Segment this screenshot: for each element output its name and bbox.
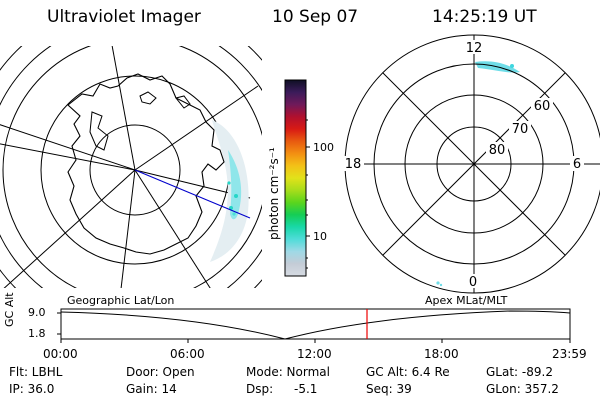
mlat-label-70: 70 [512, 122, 529, 137]
observation-date: 10 Sep 07 [272, 7, 359, 27]
x-tick-0600: 06:00 [170, 347, 205, 361]
status-door: Door: Open [126, 365, 195, 379]
geo-meridian [120, 169, 136, 288]
status-glat: GLat: -89.2 [486, 365, 553, 379]
mlt-label-6: 6 [573, 157, 581, 172]
colorbar-tick-100: 100 [313, 141, 334, 154]
colorbar: 100 10 photon cm⁻²s⁻¹ [267, 79, 334, 277]
colorbar-tick-10: 10 [313, 230, 327, 243]
x-tick-1800: 18:00 [424, 347, 459, 361]
mlt-label-0: 0 [469, 275, 477, 290]
aurora-emission-geo [210, 120, 249, 262]
status-ip: IP: 36.0 [9, 382, 55, 396]
geographic-title: Geographic Lat/Lon [67, 294, 175, 307]
mlt-label-18: 18 [345, 157, 362, 172]
mlt-label-12: 12 [466, 41, 483, 56]
timeline-frame [60, 308, 571, 340]
gc-altitude-curve [60, 310, 571, 340]
mlat-label-80: 80 [489, 143, 506, 158]
geo-meridian [134, 85, 259, 171]
coastline [67, 73, 225, 255]
status-glon: GLon: 357.2 [486, 382, 559, 396]
instrument-title: Ultraviolet Imager [47, 7, 201, 27]
orbit-track [134, 169, 251, 219]
altitude-timeline [57, 308, 571, 343]
magnetic-polar-dial: 12 18 6 0 60 70 80 [342, 34, 600, 294]
status-seq: Seq: 39 [366, 382, 412, 396]
x-tick-2359: 23:59 [552, 347, 587, 361]
geo-meridian [134, 169, 211, 288]
apex-title: Apex MLat/MLT [425, 294, 508, 307]
status-dsp-value: -5.1 [294, 382, 318, 396]
status-gc-alt: GC Alt: 6.4 Re [366, 365, 450, 379]
geo-lat-circle [2, 46, 262, 288]
geo-lat-circle [89, 124, 181, 216]
colorbar-scale [284, 79, 307, 277]
y-tick-1-8: 1.8 [28, 327, 46, 340]
gc-alt-axis-label: GC Alt [3, 292, 16, 327]
mlat-label-60: 60 [534, 99, 551, 114]
geo-meridian [111, 46, 136, 171]
status-gain: Gain: 14 [126, 382, 177, 396]
geo-meridian [0, 143, 136, 171]
observation-time: 14:25:19 UT [432, 7, 537, 27]
x-tick-0000: 00:00 [43, 347, 78, 361]
status-mode: Mode: Normal [246, 365, 330, 379]
geo-lat-circle [0, 46, 262, 288]
geo-meridian [3, 169, 136, 288]
status-dsp-label: Dsp: [246, 382, 274, 396]
geographic-map [0, 46, 262, 288]
y-tick-9: 9.0 [28, 306, 46, 319]
geo-meridian [0, 124, 136, 171]
status-filter: Flt: LBHL [9, 365, 63, 379]
colorbar-units-label: photon cm⁻²s⁻¹ [267, 147, 281, 240]
peninsula-outline [89, 91, 191, 151]
x-tick-1200: 12:00 [297, 347, 332, 361]
